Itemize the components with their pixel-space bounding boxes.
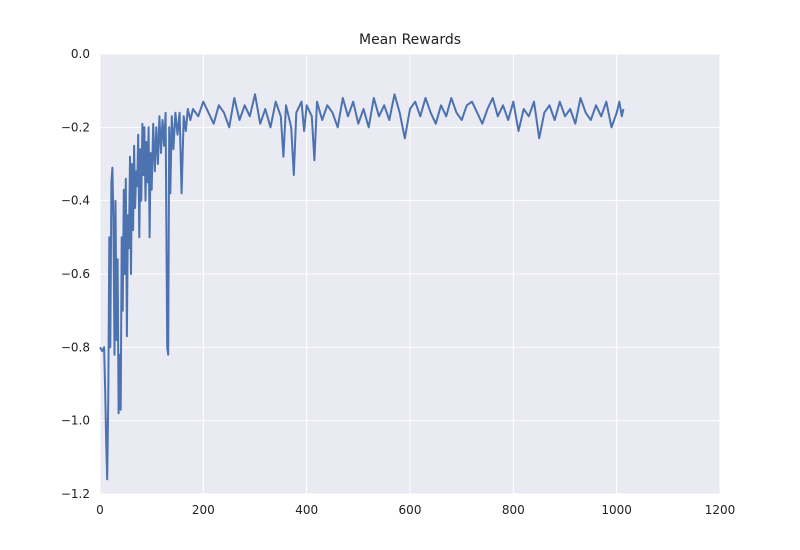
y-tick-label: −0.4 (61, 194, 90, 208)
y-tick-label: −1.2 (61, 487, 90, 501)
y-tick-label: −0.2 (61, 120, 90, 134)
x-tick-label: 400 (295, 503, 318, 517)
y-tick-label: −0.6 (61, 267, 90, 281)
series-line (99, 93, 625, 481)
x-axis-tick-labels: 0 200 400 600 800 1000 1200 (96, 503, 735, 517)
series-layer (99, 93, 625, 481)
x-tick-label: 800 (502, 503, 525, 517)
x-tick-label: 200 (192, 503, 215, 517)
grid-lines (99, 53, 721, 495)
x-tick-label: 1200 (705, 503, 736, 517)
y-axis-tick-labels: 0.0 −0.2 −0.4 −0.6 −0.8 −1.0 −1.2 (61, 47, 90, 501)
y-tick-label: 0.0 (71, 47, 90, 61)
y-tick-label: −1.0 (61, 414, 90, 428)
x-tick-label: 0 (96, 503, 104, 517)
y-tick-label: −0.8 (61, 340, 90, 354)
x-tick-label: 1000 (601, 503, 632, 517)
chart-title: Mean Rewards (359, 32, 461, 48)
x-tick-label: 600 (399, 503, 422, 517)
